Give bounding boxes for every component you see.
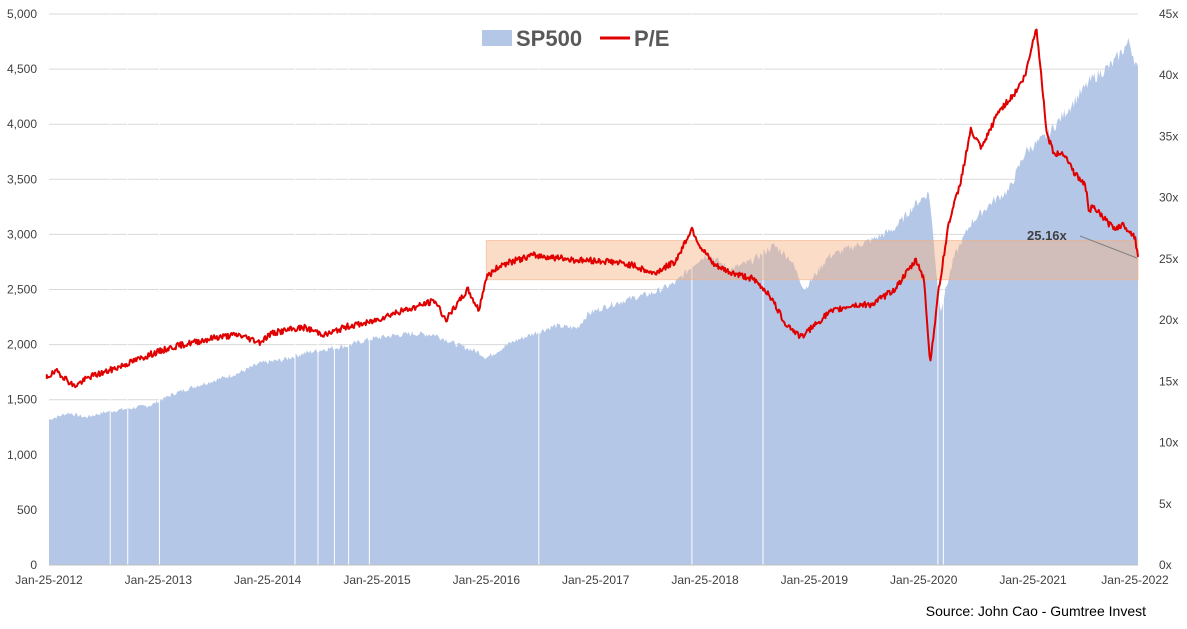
left-y-tick-label: 4,000 (7, 117, 37, 131)
left-y-tick-label: 5,000 (7, 7, 37, 21)
right-y-tick-label: 20x (1159, 313, 1178, 327)
left-y-tick-label: 2,500 (7, 283, 37, 297)
left-y-tick-label: 3,500 (7, 172, 37, 186)
pe-line-layer (45, 28, 1139, 389)
x-tick-label: Jan-25-2019 (781, 573, 849, 587)
legend-label-pe: P/E (634, 26, 669, 51)
left-y-tick-label: 1,000 (7, 448, 37, 462)
legend-swatch-sp500 (482, 30, 512, 46)
x-tick-label: Jan-25-2015 (343, 573, 411, 587)
right-y-tick-labels: 0x 5x 10x 15x 20x 25x 30x 35x 40x 45x (1159, 7, 1178, 572)
left-y-tick-label: 3,000 (7, 227, 37, 241)
legend-label-sp500: SP500 (516, 26, 582, 51)
left-y-tick-label: 4,500 (7, 62, 37, 76)
x-tick-label: Jan-25-2018 (671, 573, 739, 587)
right-y-tick-label: 5x (1159, 497, 1172, 511)
right-y-tick-label: 10x (1159, 436, 1178, 450)
x-tick-label: Jan-25-2022 (1101, 573, 1169, 587)
left-y-tick-labels: 0 500 1,000 1,500 2,000 2,500 3,000 3,500 4,000 4… (7, 7, 37, 572)
x-tick-label: Jan-25-2013 (125, 573, 193, 587)
sp500-area (49, 37, 1138, 565)
right-y-tick-label: 0x (1159, 558, 1172, 572)
source-text: Source: John Cao - Gumtree Invest (926, 603, 1146, 619)
right-y-tick-label: 25x (1159, 252, 1178, 266)
x-tick-labels: Jan-25-2012 Jan-25-2013 Jan-25-2014 Jan-25-… (15, 573, 1169, 587)
x-tick-label: Jan-25-2014 (234, 573, 302, 587)
annotation-layer: 25.16x (1027, 228, 1138, 259)
left-y-tick-label: 2,000 (7, 338, 37, 352)
x-tick-label: Jan-25-2021 (999, 573, 1067, 587)
left-y-tick-label: 500 (17, 503, 37, 517)
x-tick-label: Jan-25-2016 (453, 573, 521, 587)
right-y-tick-label: 35x (1159, 129, 1178, 143)
x-tick-label: Jan-25-2012 (15, 573, 83, 587)
left-y-tick-label: 0 (30, 558, 37, 572)
sp500-area-layer (49, 14, 1138, 565)
right-y-tick-label: 40x (1159, 68, 1178, 82)
pe-line (45, 28, 1139, 389)
right-y-tick-label: 30x (1159, 191, 1178, 205)
x-tick-label: Jan-25-2020 (890, 573, 958, 587)
x-tick-label: Jan-25-2017 (562, 573, 630, 587)
right-y-tick-label: 15x (1159, 374, 1178, 388)
legend: SP500 P/E (482, 26, 669, 51)
annotation-leader-line (1079, 235, 1138, 259)
left-y-tick-label: 1,500 (7, 393, 37, 407)
annotation-label: 25.16x (1027, 228, 1068, 243)
right-y-tick-label: 45x (1159, 7, 1178, 21)
